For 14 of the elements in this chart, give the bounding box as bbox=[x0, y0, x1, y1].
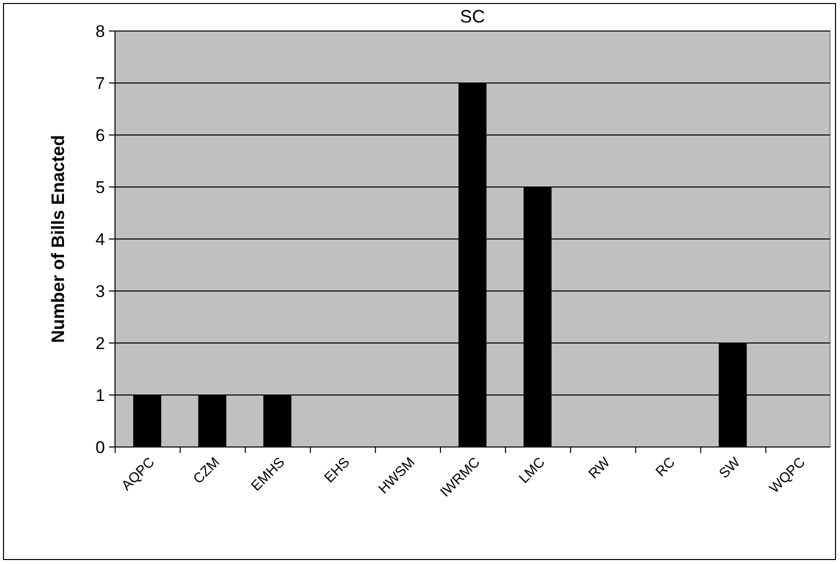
y-tick-label: 0 bbox=[96, 438, 105, 457]
y-tick-label: 7 bbox=[96, 74, 105, 93]
y-tick-label: 5 bbox=[96, 178, 105, 197]
y-tick-label: 3 bbox=[96, 282, 105, 301]
x-tick-label: RC bbox=[652, 454, 678, 480]
y-tick-label: 8 bbox=[96, 22, 105, 41]
y-tick-label: 1 bbox=[96, 386, 105, 405]
y-tick-label: 4 bbox=[96, 230, 105, 249]
x-tick-label: RW bbox=[585, 453, 614, 482]
x-tick-label: SW bbox=[716, 453, 744, 482]
chart-title: SC bbox=[460, 6, 486, 26]
y-tick-label: 6 bbox=[96, 126, 105, 145]
y-axis-title: Number of Bills Enacted bbox=[48, 134, 68, 344]
y-tick-label: 2 bbox=[96, 334, 105, 353]
